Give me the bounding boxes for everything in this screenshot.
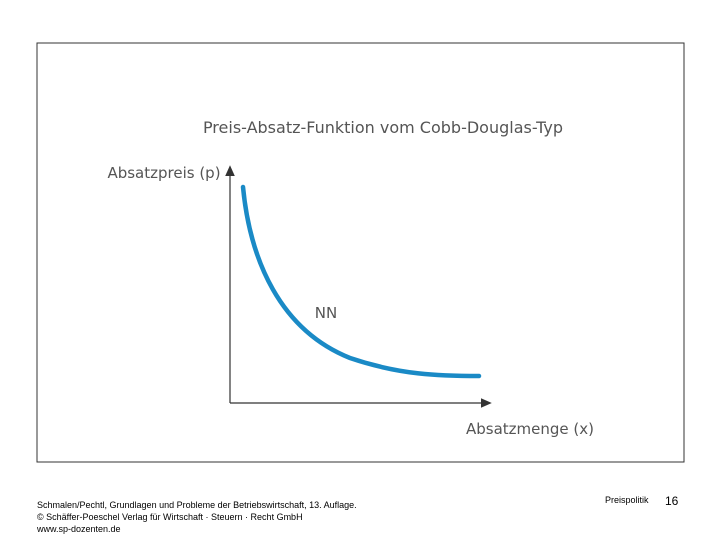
source-line: © Schäffer-Poeschel Verlag für Wirtschaf… [37,512,303,522]
section-label: Preispolitik [605,495,649,505]
page-number: 16 [665,494,679,508]
demand-curve [240,184,482,379]
source-line: www.sp-dozenten.de [36,524,121,534]
source-line: Schmalen/Pechtl, Grundlagen und Probleme… [37,500,357,510]
y-axis-label: Absatzpreis (p) [107,164,220,182]
x-axis-label: Absatzmenge (x) [466,420,594,438]
diagram-title: Preis-Absatz-Funktion vom Cobb-Douglas-T… [203,118,563,137]
curve-label: NN [315,304,337,322]
figure-frame [36,42,685,463]
